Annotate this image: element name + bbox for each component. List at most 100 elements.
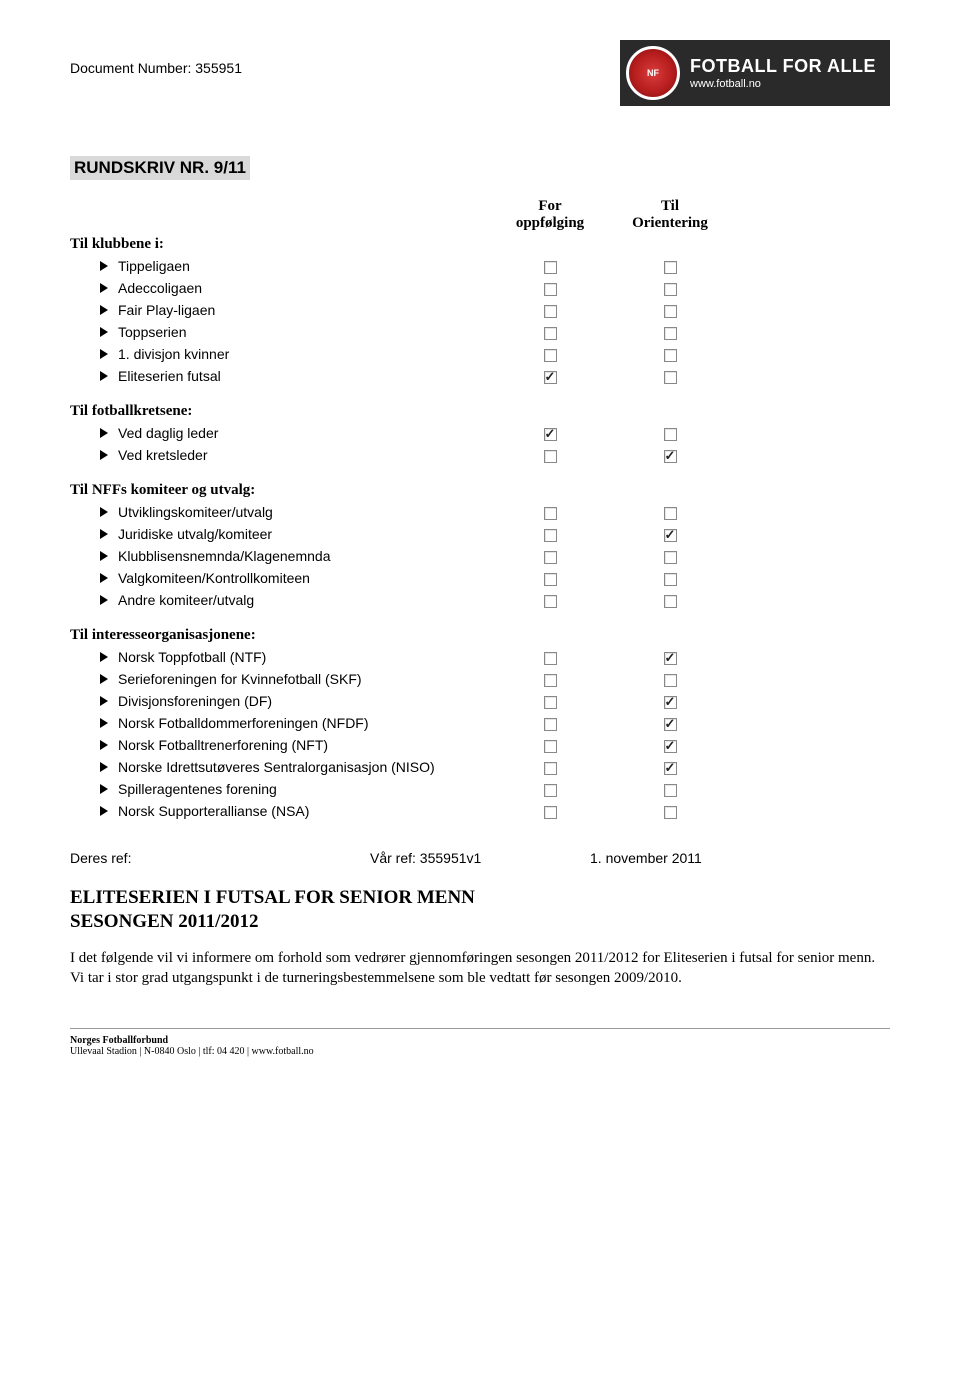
checkbox[interactable] <box>664 305 677 318</box>
item-label: Toppserien <box>70 324 490 340</box>
checkbox[interactable] <box>664 762 677 775</box>
rundskriv-title: RUNDSKRIV NR. 9/11 <box>70 156 250 180</box>
item-text: Andre komiteer/utvalg <box>118 592 254 608</box>
list-item: Norsk Supporterallianse (NSA) <box>70 800 890 822</box>
item-label: Eliteserien futsal <box>70 368 490 384</box>
item-label: Norsk Fotballdommerforeningen (NFDF) <box>70 715 490 731</box>
checkbox[interactable] <box>664 428 677 441</box>
checkbox-cell <box>610 671 730 687</box>
checkbox[interactable] <box>664 507 677 520</box>
checkbox[interactable] <box>544 718 557 731</box>
brand-line1: FOTBALL <box>690 56 777 76</box>
item-label: Andre komiteer/utvalg <box>70 592 490 608</box>
checkbox[interactable] <box>664 283 677 296</box>
item-text: Divisjonsforeningen (DF) <box>118 693 272 709</box>
checkbox[interactable] <box>544 261 557 274</box>
checkbox[interactable] <box>664 573 677 586</box>
checkbox-cell <box>610 526 730 542</box>
checkbox[interactable] <box>664 806 677 819</box>
checkbox[interactable] <box>664 718 677 731</box>
checkbox[interactable] <box>664 674 677 687</box>
col2-header-l1: Til <box>610 198 730 215</box>
item-text: Utviklingskomiteer/utvalg <box>118 504 273 520</box>
item-label: Norske Idrettsutøveres Sentralorganisasj… <box>70 759 490 775</box>
list-item: 1. divisjon kvinner <box>70 343 890 365</box>
checkbox-cell <box>610 324 730 340</box>
item-text: Ved daglig leder <box>118 425 218 441</box>
checkbox[interactable] <box>544 529 557 542</box>
checkbox[interactable] <box>544 371 557 384</box>
list-item: Fair Play-ligaen <box>70 299 890 321</box>
checkbox[interactable] <box>544 784 557 797</box>
list-item: Divisjonsforeningen (DF) <box>70 690 890 712</box>
checkbox[interactable] <box>664 261 677 274</box>
list-item: Andre komiteer/utvalg <box>70 589 890 611</box>
checkbox-cell <box>610 548 730 564</box>
item-text: Toppserien <box>118 324 187 340</box>
checkbox[interactable] <box>544 806 557 819</box>
checkbox-cell <box>490 346 610 362</box>
checkbox[interactable] <box>544 450 557 463</box>
item-text: Norsk Toppfotball (NTF) <box>118 649 266 665</box>
list-item: Norsk Fotballtrenerforening (NFT) <box>70 734 890 756</box>
checkbox[interactable] <box>544 507 557 520</box>
checkbox[interactable] <box>664 349 677 362</box>
checkbox-cell <box>610 258 730 274</box>
item-text: Tippeligaen <box>118 258 190 274</box>
list-item: Norsk Toppfotball (NTF) <box>70 646 890 668</box>
checkbox[interactable] <box>544 573 557 586</box>
checkbox[interactable] <box>664 529 677 542</box>
arrow-icon <box>100 261 108 271</box>
checkbox[interactable] <box>664 740 677 753</box>
item-text: Eliteserien futsal <box>118 368 221 384</box>
item-text: Norsk Fotballtrenerforening (NFT) <box>118 737 328 753</box>
checkbox[interactable] <box>544 595 557 608</box>
item-label: Norsk Supporterallianse (NSA) <box>70 803 490 819</box>
checkbox-cell <box>490 693 610 709</box>
list-item: Toppserien <box>70 321 890 343</box>
list-item: Norske Idrettsutøveres Sentralorganisasj… <box>70 756 890 778</box>
item-label: Fair Play-ligaen <box>70 302 490 318</box>
checkbox-cell <box>490 425 610 441</box>
item-label: Norsk Fotballtrenerforening (NFT) <box>70 737 490 753</box>
checkbox[interactable] <box>544 762 557 775</box>
checkbox[interactable] <box>664 595 677 608</box>
list-item: Utviklingskomiteer/utvalg <box>70 501 890 523</box>
checkbox[interactable] <box>664 696 677 709</box>
checkbox[interactable] <box>544 349 557 362</box>
item-text: Juridiske utvalg/komiteer <box>118 526 272 542</box>
checkbox[interactable] <box>544 305 557 318</box>
arrow-icon <box>100 450 108 460</box>
arrow-icon <box>100 718 108 728</box>
checkbox[interactable] <box>664 551 677 564</box>
item-text: Adeccoligaen <box>118 280 202 296</box>
item-label: Utviklingskomiteer/utvalg <box>70 504 490 520</box>
checkbox[interactable] <box>664 327 677 340</box>
checkbox[interactable] <box>664 784 677 797</box>
item-text: Norsk Supporterallianse (NSA) <box>118 803 309 819</box>
checkbox-cell <box>610 649 730 665</box>
checkbox[interactable] <box>664 371 677 384</box>
checkbox[interactable] <box>544 652 557 665</box>
checkbox[interactable] <box>544 327 557 340</box>
item-label: 1. divisjon kvinner <box>70 346 490 362</box>
checkbox-cell <box>610 302 730 318</box>
checkbox-cell <box>490 324 610 340</box>
footer-contact: Ullevaal Stadion | N-0840 Oslo | tlf: 04… <box>70 1046 890 1057</box>
arrow-icon <box>100 573 108 583</box>
list-item: Eliteserien futsal <box>70 365 890 387</box>
checkbox-cell <box>490 649 610 665</box>
checkbox[interactable] <box>544 674 557 687</box>
checkbox-cell <box>610 592 730 608</box>
checkbox[interactable] <box>544 428 557 441</box>
checkbox[interactable] <box>544 551 557 564</box>
checkbox[interactable] <box>664 450 677 463</box>
item-label: Norsk Toppfotball (NTF) <box>70 649 490 665</box>
checkbox-cell <box>490 737 610 753</box>
checkbox[interactable] <box>544 283 557 296</box>
checkbox[interactable] <box>544 740 557 753</box>
checkbox[interactable] <box>664 652 677 665</box>
item-label: Divisjonsforeningen (DF) <box>70 693 490 709</box>
arrow-icon <box>100 371 108 381</box>
checkbox[interactable] <box>544 696 557 709</box>
